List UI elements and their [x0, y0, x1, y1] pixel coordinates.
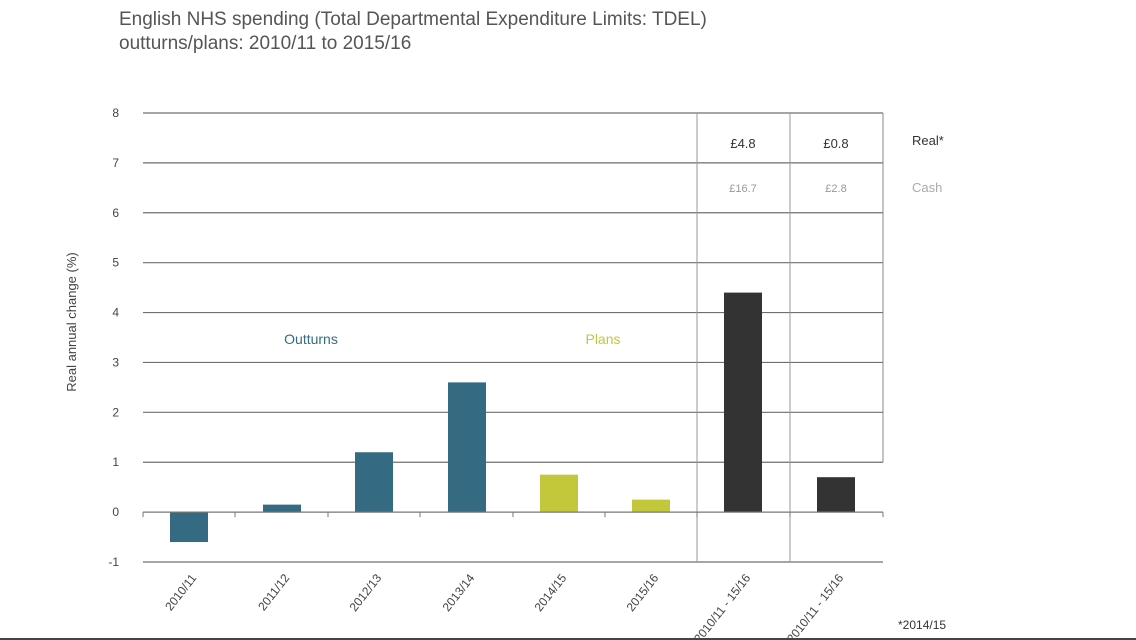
bar-2: [263, 504, 301, 513]
x-tick-label-8: 2010/11 - 15/16: [784, 571, 846, 640]
chart-title-line2: outturns/plans: 2010/11 to 2015/16: [119, 33, 412, 54]
y-tick-label: 7: [112, 156, 119, 170]
y-tick-label: 0: [112, 505, 119, 519]
cash-value-1: £16.7: [729, 183, 757, 195]
y-tick-label: 8: [112, 106, 119, 120]
bar-7: [724, 292, 762, 513]
cash-row-label: Cash: [912, 180, 942, 195]
bar-8: [817, 477, 855, 513]
y-tick-label: -1: [108, 555, 119, 569]
x-tick-label-6: 2015/16: [624, 571, 662, 614]
y-axis-label: Real annual change (%): [64, 252, 79, 391]
plans-label: Plans: [585, 331, 620, 347]
x-tick-label-2: 2011/12: [255, 571, 292, 613]
outturns-label: Outturns: [284, 331, 338, 347]
footnote: *2014/15: [898, 618, 946, 632]
y-tick-label: 2: [112, 405, 119, 419]
real-value-2: £0.8: [823, 136, 848, 151]
y-tick-label: 1: [112, 455, 119, 469]
x-tick-label-5: 2014/15: [532, 571, 570, 614]
x-tick-label-3: 2012/13: [347, 571, 385, 614]
y-tick-label: 3: [112, 355, 119, 369]
x-tick-label-1: 2010/11: [162, 571, 199, 613]
chart-title-line1: English NHS spending (Total Departmental…: [119, 9, 707, 30]
bar-1: [170, 512, 208, 543]
cash-value-2: £2.8: [825, 183, 846, 195]
chart-title: English NHS spending (Total Departmental…: [119, 8, 707, 56]
bar-5: [540, 474, 578, 513]
y-tick-label: 6: [112, 206, 119, 220]
real-value-1: £4.8: [730, 136, 755, 151]
bar-6: [632, 499, 670, 513]
y-tick-label: 4: [112, 306, 119, 320]
real-row-label: Real*: [912, 133, 944, 148]
bar-3: [355, 452, 393, 513]
bar-4: [448, 382, 486, 513]
y-tick-label: 5: [112, 256, 119, 270]
x-tick-label-4: 2013/14: [440, 571, 478, 614]
frame-bottom-border: [0, 638, 1136, 640]
x-tick-label-7: 2010/11 - 15/16: [691, 571, 753, 640]
